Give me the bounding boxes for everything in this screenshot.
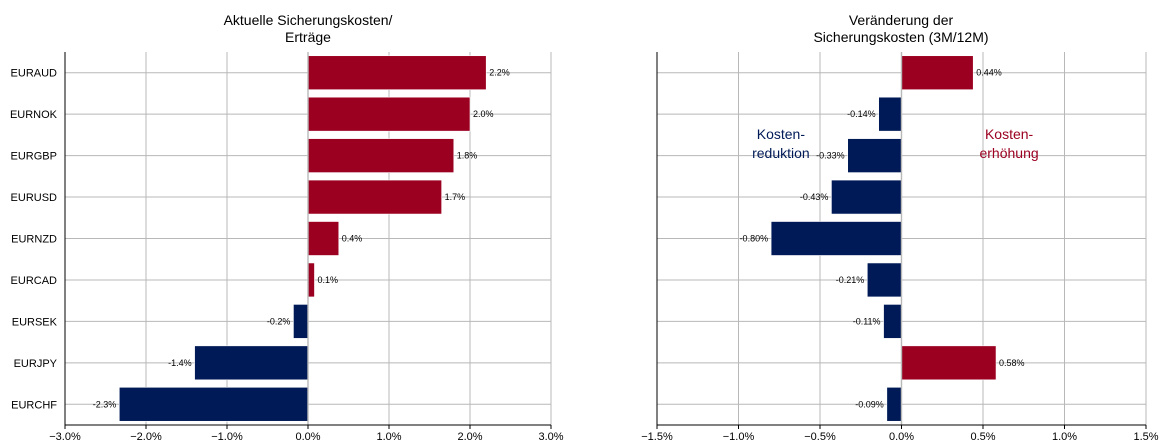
x-tick-label: −0.5% (804, 431, 836, 443)
bar-eursek (883, 304, 902, 339)
data-label: 1.7% (445, 192, 466, 202)
x-tick-label: −3.0% (49, 431, 81, 443)
chart-title-line: Veränderung der (849, 12, 954, 28)
x-tick-label: 1.5% (1133, 431, 1158, 443)
category-label: EURCAD (11, 275, 58, 287)
data-label: 1.8% (457, 151, 478, 161)
data-label: 0.58% (999, 358, 1025, 368)
x-tick-label: −1.5% (641, 431, 673, 443)
x-tick-label: −1.0% (723, 431, 755, 443)
data-label: -0.43% (800, 192, 829, 202)
bar-eurgbp (847, 138, 902, 173)
bar-eurnok (307, 96, 471, 132)
data-label: -0.80% (740, 234, 769, 244)
bar-eurnzd (770, 221, 902, 256)
chart-title-line: Aktuelle Sicherungskosten/ (224, 12, 393, 28)
bar-eurusd (307, 179, 442, 215)
x-tick-label: 1.0% (1052, 431, 1077, 443)
x-tick-label: −1.0% (211, 431, 243, 443)
bar-eurnok (878, 96, 902, 132)
data-label: -0.2% (267, 316, 291, 326)
bar-eursek (293, 304, 309, 339)
annotation-cost-increase: erhöhung (979, 145, 1038, 161)
annotation-cost-reduction: Kosten- (757, 126, 806, 142)
bar-eurcad (307, 262, 315, 298)
data-label: -2.3% (93, 399, 117, 409)
bar-eurjpy (194, 345, 309, 381)
category-label: EURNOK (10, 109, 58, 121)
bar-eurcad (866, 262, 902, 298)
category-label: EURCHF (11, 399, 57, 411)
data-label: -0.33% (816, 151, 845, 161)
category-label: EURAUD (11, 68, 58, 80)
chart-title-line: Sicherungskosten (3M/12M) (813, 29, 988, 45)
bar-eurusd (831, 179, 902, 215)
bar-euraud (307, 55, 487, 91)
data-label: -0.09% (855, 399, 884, 409)
bar-eurjpy (901, 345, 997, 381)
data-label: 0.44% (976, 68, 1002, 78)
x-tick-label: 2.0% (457, 431, 482, 443)
bar-eurchf (118, 386, 309, 422)
chart-title-line: Erträge (285, 29, 331, 45)
bar-eurnzd (307, 221, 340, 256)
category-label: EURJPY (14, 358, 58, 370)
bar-eurchf (886, 386, 902, 422)
data-label: -0.14% (847, 109, 876, 119)
x-tick-label: 3.0% (538, 431, 563, 443)
data-label: 0.4% (342, 234, 363, 244)
data-label: -0.11% (853, 316, 881, 326)
category-label: EURSEK (12, 316, 58, 328)
data-label: 2.2% (489, 68, 510, 78)
category-label: EURNZD (11, 234, 57, 246)
annotation-cost-reduction: reduktion (752, 145, 810, 161)
bar-euraud (901, 55, 974, 91)
bar-eurgbp (307, 138, 455, 173)
annotation-cost-increase: Kosten- (985, 126, 1034, 142)
data-label: 0.1% (317, 275, 338, 285)
data-label: -0.21% (836, 275, 865, 285)
x-tick-label: 1.0% (376, 431, 401, 443)
x-tick-label: 0.0% (295, 431, 320, 443)
data-label: 2.0% (473, 109, 494, 119)
x-tick-label: 0.0% (889, 431, 914, 443)
category-label: EURUSD (11, 192, 58, 204)
x-tick-label: −2.0% (130, 431, 162, 443)
category-label: EURGBP (11, 151, 57, 163)
data-label: -1.4% (168, 358, 192, 368)
x-tick-label: 0.5% (970, 431, 995, 443)
